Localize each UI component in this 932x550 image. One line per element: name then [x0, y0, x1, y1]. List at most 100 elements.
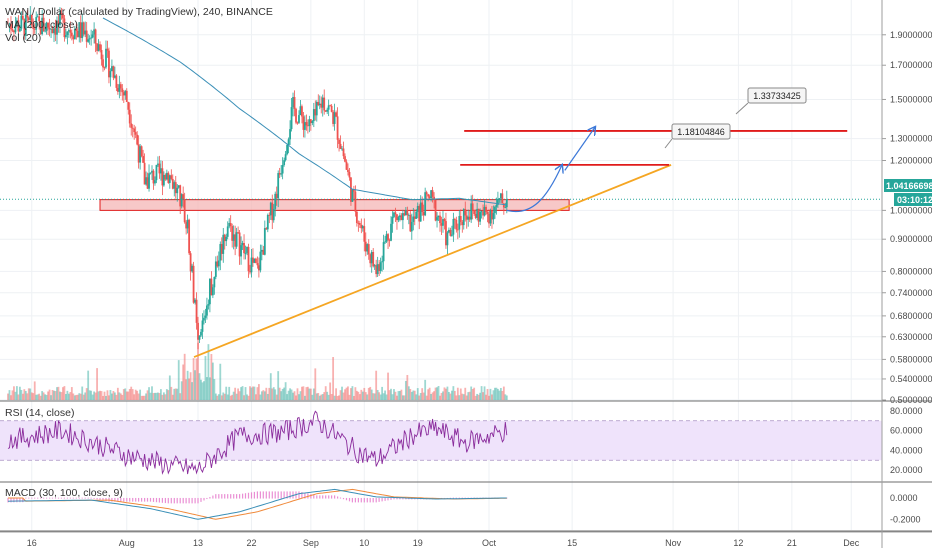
- time-tick-label: Oct: [482, 538, 497, 548]
- volume-bar: [142, 395, 144, 400]
- volume-bar: [370, 389, 373, 400]
- candle-body: [495, 204, 498, 207]
- candle-body: [209, 278, 211, 305]
- volume-bar: [289, 388, 291, 400]
- candle-body: [176, 187, 179, 194]
- volume-bar: [290, 389, 293, 400]
- volume-bar: [102, 395, 104, 400]
- volume-bar: [491, 394, 493, 400]
- candle-body: [216, 261, 219, 267]
- candle-body: [35, 17, 38, 30]
- volume-bar: [78, 393, 81, 400]
- volume-bar: [378, 392, 381, 400]
- volume-bar: [67, 393, 70, 400]
- candle-body: [358, 222, 361, 225]
- projection-arrow-1[interactable]: [506, 165, 562, 213]
- macd-histogram-bar: [173, 497, 175, 504]
- candle-body: [194, 299, 196, 303]
- volume-bar: [259, 394, 262, 400]
- macd-histogram-bar: [310, 494, 312, 499]
- rsi-band: [0, 420, 882, 461]
- volume-bar: [131, 389, 134, 400]
- ascending-trendline[interactable]: [193, 164, 672, 358]
- volume-bar: [108, 395, 110, 400]
- candle-body: [390, 223, 392, 241]
- macd-histogram-bar: [218, 494, 220, 499]
- candle-body: [247, 246, 250, 272]
- macd-histogram-bar: [464, 497, 466, 499]
- volume-bar: [401, 395, 404, 400]
- candle-body: [301, 106, 303, 117]
- volume-bar: [76, 394, 79, 400]
- candle-body: [157, 163, 159, 165]
- candle-body: [240, 245, 242, 257]
- macd-histogram-bar: [399, 497, 401, 500]
- macd-histogram-bar: [393, 497, 395, 500]
- macd-histogram-bar: [271, 491, 273, 499]
- macd-histogram-bar: [46, 497, 48, 499]
- volume-bar: [253, 386, 256, 400]
- volume-bar: [29, 388, 32, 400]
- volume-bar: [232, 391, 235, 400]
- candle-body: [424, 192, 427, 216]
- macd-histogram-bar: [360, 497, 362, 503]
- candle-body: [498, 198, 501, 200]
- volume-bar: [69, 392, 72, 400]
- volume-bar: [45, 394, 48, 400]
- candle-body: [42, 17, 45, 32]
- macd-histogram-bar: [372, 497, 374, 503]
- candle-body: [21, 15, 24, 19]
- candle-body: [278, 173, 281, 175]
- volume-bar: [390, 388, 392, 400]
- candle-body: [102, 59, 104, 68]
- candle-body: [78, 22, 81, 38]
- callout-lower[interactable]: 1.18104846: [671, 123, 731, 140]
- volume-bar: [111, 393, 113, 400]
- macd-histogram-bar: [16, 497, 18, 503]
- volume-bar: [473, 387, 476, 400]
- macd-histogram-bar: [117, 497, 119, 502]
- volume-bar: [125, 391, 128, 400]
- volume-bar: [387, 372, 389, 400]
- volume-bar: [79, 393, 82, 400]
- macd-histogram-bar: [265, 491, 267, 499]
- volume-bar: [257, 384, 260, 400]
- price-tick-label: 1.30000000: [890, 134, 932, 144]
- callout-upper-label: 1.33733425: [753, 91, 801, 101]
- price-tick-label: 1.20000000: [890, 156, 932, 166]
- volume-bar: [450, 390, 453, 400]
- candle-body: [439, 215, 441, 224]
- macd-histogram-bar: [384, 497, 386, 501]
- macd-histogram-bar: [366, 497, 368, 503]
- candle-body: [99, 44, 101, 51]
- volume-bar: [327, 394, 330, 400]
- volume-bar: [121, 394, 124, 400]
- time-tick-label: 10: [359, 538, 369, 548]
- candle-body: [265, 228, 268, 230]
- candle-body: [29, 14, 32, 21]
- candle-body: [133, 128, 136, 133]
- volume-bar: [357, 391, 360, 400]
- candle-body: [128, 109, 131, 124]
- volume-bar: [161, 394, 164, 400]
- volume-bar: [240, 387, 242, 400]
- candle-body: [225, 236, 228, 242]
- callout-upper[interactable]: 1.33733425: [747, 87, 807, 104]
- candle-body: [324, 110, 327, 112]
- macd-histogram-bar: [268, 491, 270, 499]
- volume-bar: [13, 386, 15, 400]
- volume-bar: [268, 387, 271, 400]
- time-axis[interactable]: 16 Aug 13 22 Sep 10 19 Oct 15 Nov 12 21 Dec: [0, 531, 932, 548]
- candle-body: [16, 20, 18, 26]
- macd-histogram-bar: [194, 497, 196, 504]
- candle-body: [152, 170, 155, 184]
- volume-bar: [160, 389, 162, 400]
- projection-arrow-2[interactable]: [564, 127, 595, 171]
- macd-histogram-bar: [298, 491, 300, 499]
- candle-body: [355, 211, 358, 223]
- candle-body: [458, 216, 461, 230]
- candle-body: [232, 234, 235, 241]
- volume-bar: [295, 395, 297, 400]
